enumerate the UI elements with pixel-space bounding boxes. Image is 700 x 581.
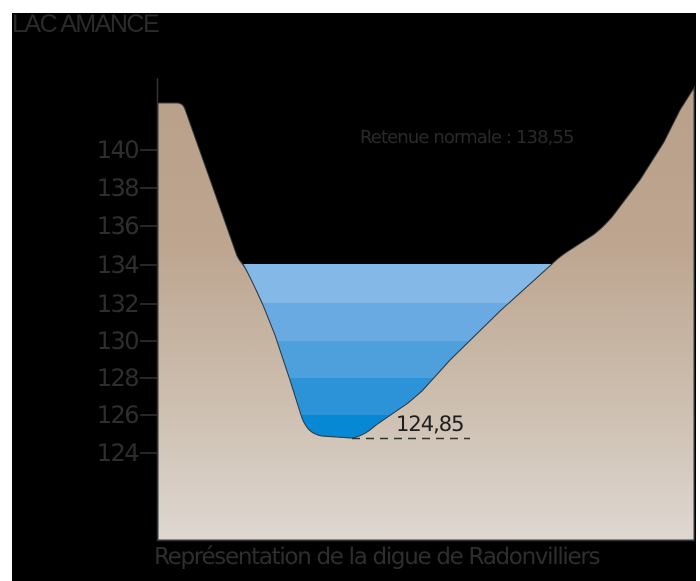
y-tick-label: 126 bbox=[96, 401, 140, 429]
y-tick-label: 124 bbox=[96, 439, 140, 467]
y-tick-label: 128 bbox=[96, 364, 140, 392]
y-tick-label: 136 bbox=[96, 212, 140, 240]
y-tick-label: 132 bbox=[96, 290, 140, 318]
diagram-caption: Représentation de la digue de Radonvilli… bbox=[154, 544, 601, 570]
y-tick-label: 134 bbox=[96, 251, 140, 279]
y-tick-label: 138 bbox=[96, 174, 140, 202]
bottom-level-annotation: 124,85 bbox=[396, 412, 464, 436]
diagram-title: LAC AMANCE bbox=[12, 10, 160, 38]
normal-level-annotation: Retenue normale : 138,55 bbox=[360, 127, 574, 148]
y-axis-ticks bbox=[140, 149, 157, 454]
y-tick-label: 130 bbox=[96, 327, 140, 355]
y-tick-label: 140 bbox=[96, 136, 140, 164]
